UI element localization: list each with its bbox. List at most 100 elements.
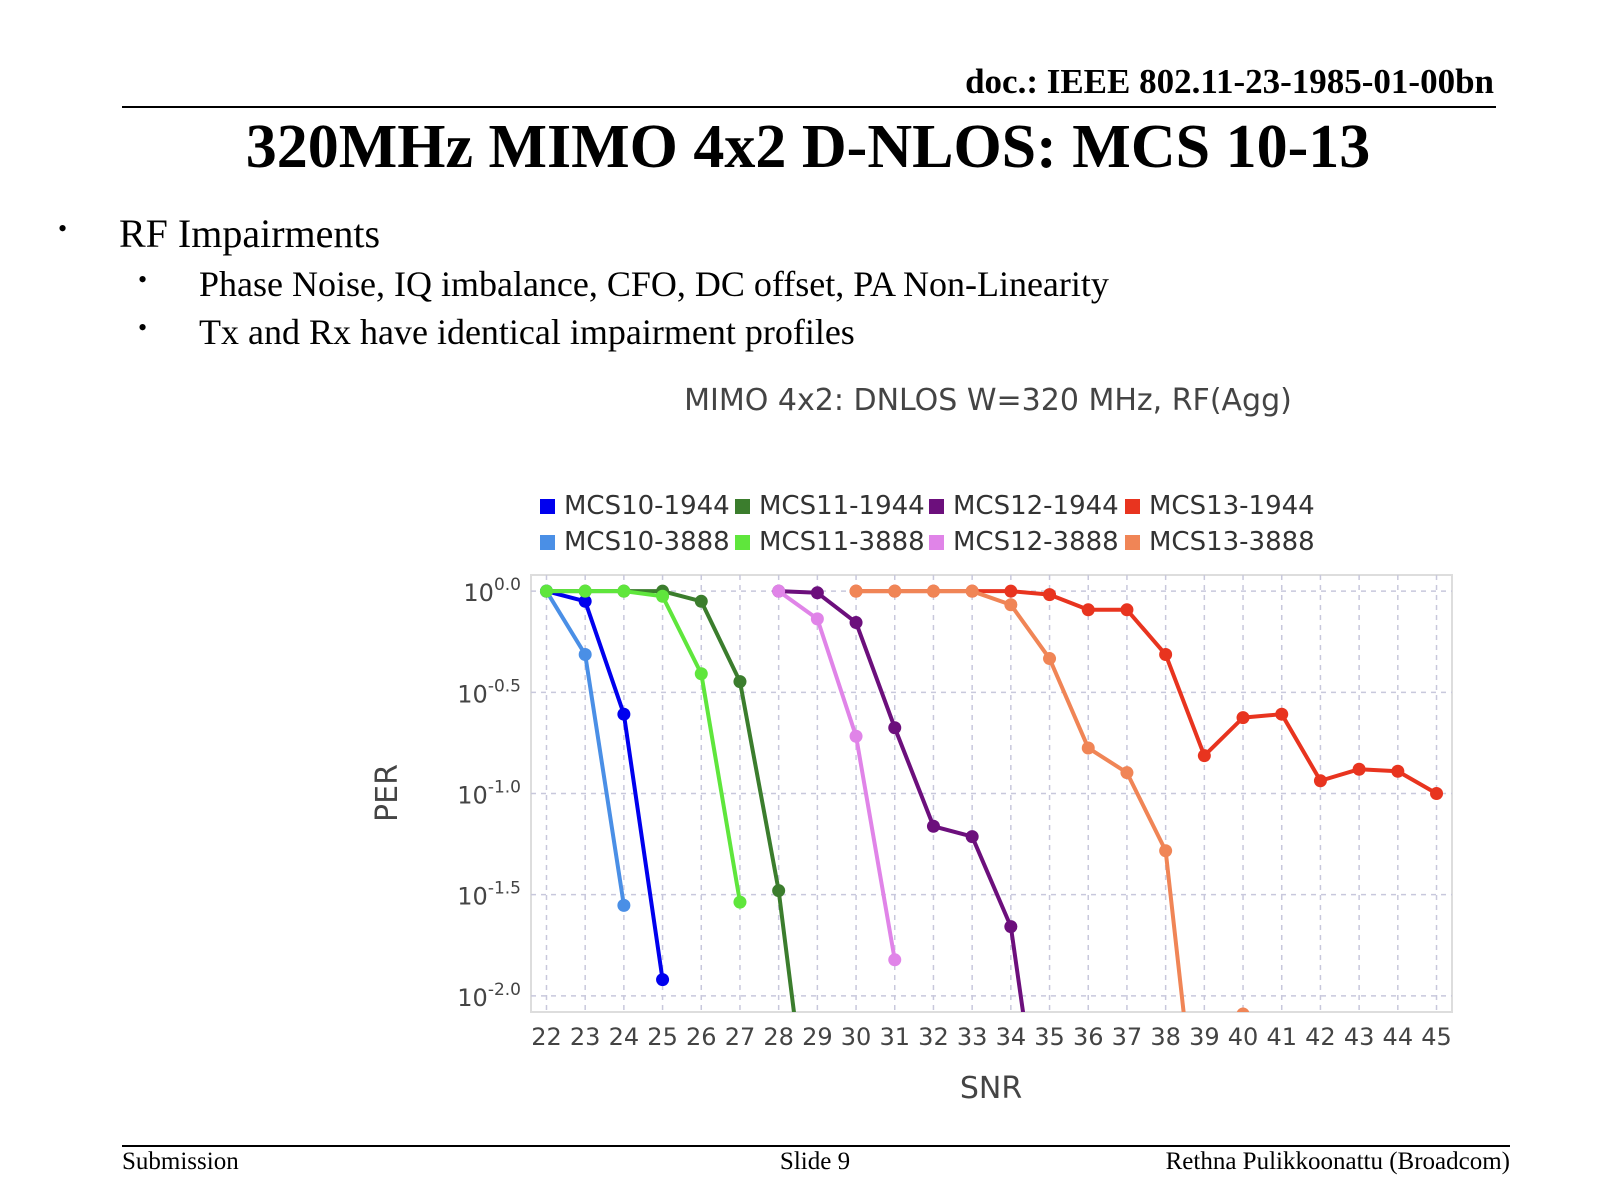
x-tick-label: 31 bbox=[879, 1023, 910, 1051]
y-tick-label: 10-1.5 bbox=[457, 879, 521, 911]
bullet-icon: • bbox=[138, 265, 148, 294]
x-tick-label: 35 bbox=[1034, 1023, 1065, 1051]
document-id: doc.: IEEE 802.11-23-1985-01-00bn bbox=[965, 62, 1494, 101]
data-point bbox=[1197, 749, 1211, 763]
data-point bbox=[578, 584, 592, 598]
data-point bbox=[733, 895, 747, 909]
data-point bbox=[578, 594, 592, 608]
legend-label: MCS11-1944 bbox=[759, 491, 925, 521]
y-tick-label: 10-2.0 bbox=[457, 980, 521, 1012]
footer-submission: Submission bbox=[122, 1148, 239, 1175]
legend-item-mcs10-3888[interactable]: MCS10-3888 bbox=[540, 527, 730, 557]
data-point bbox=[1159, 648, 1173, 662]
data-point bbox=[1004, 598, 1018, 612]
legend-swatch-icon bbox=[1125, 534, 1140, 550]
data-point bbox=[888, 584, 902, 598]
legend-label: MCS13-3888 bbox=[1149, 527, 1315, 557]
data-point bbox=[810, 612, 824, 626]
data-point bbox=[849, 616, 863, 630]
x-tick-label: 24 bbox=[609, 1023, 640, 1051]
x-axis-label: SNR bbox=[960, 1071, 1022, 1106]
x-tick-label: 36 bbox=[1073, 1023, 1104, 1051]
series-mcs13-3888 bbox=[849, 584, 1250, 1200]
x-tick-label: 22 bbox=[531, 1023, 562, 1051]
x-tick-label: 26 bbox=[686, 1023, 717, 1051]
data-point bbox=[888, 721, 902, 735]
data-point bbox=[578, 648, 592, 662]
x-tick-label: 43 bbox=[1344, 1023, 1375, 1051]
bullet-icon: • bbox=[58, 214, 68, 243]
legend-swatch-icon bbox=[540, 498, 555, 514]
legend-item-mcs12-3888[interactable]: MCS12-3888 bbox=[929, 527, 1119, 557]
data-point bbox=[1120, 766, 1134, 780]
data-point bbox=[1043, 652, 1057, 666]
legend-item-mcs13-3888[interactable]: MCS13-3888 bbox=[1125, 527, 1315, 557]
x-tick-label: 32 bbox=[918, 1023, 949, 1051]
legend-label: MCS10-1944 bbox=[564, 491, 730, 521]
data-point bbox=[926, 819, 940, 833]
data-point bbox=[1198, 1192, 1211, 1200]
legend-label: MCS12-1944 bbox=[953, 491, 1119, 521]
legend-item-mcs11-1944[interactable]: MCS11-1944 bbox=[735, 491, 925, 521]
x-tick-label: 45 bbox=[1421, 1023, 1452, 1051]
data-point bbox=[617, 584, 631, 598]
y-tick-label: 100.0 bbox=[463, 575, 521, 607]
legend-item-mcs13-1944[interactable]: MCS13-1944 bbox=[1125, 491, 1315, 521]
legend-swatch-icon bbox=[735, 534, 750, 550]
x-tick-label: 42 bbox=[1305, 1023, 1336, 1051]
data-point bbox=[656, 589, 670, 603]
data-point bbox=[1352, 762, 1366, 776]
x-tick-label: 33 bbox=[957, 1023, 988, 1051]
data-point bbox=[1430, 787, 1444, 800]
data-point bbox=[1391, 764, 1405, 778]
bullet-icon: • bbox=[138, 313, 148, 342]
data-point bbox=[965, 830, 979, 844]
y-tick-label: 10-1.0 bbox=[457, 778, 521, 810]
data-point bbox=[849, 584, 863, 598]
legend-item-mcs11-3888[interactable]: MCS11-3888 bbox=[735, 527, 925, 557]
legend-label: MCS10-3888 bbox=[564, 527, 730, 557]
x-tick-label: 37 bbox=[1112, 1023, 1143, 1051]
data-point bbox=[965, 584, 979, 598]
slide-title: 320MHz MIMO 4x2 D-NLOS: MCS 10-13 bbox=[245, 113, 1371, 181]
footer-author: Rethna Pulikkoonattu (Broadcom) bbox=[1165, 1148, 1510, 1175]
footer-slide-number: Slide 9 bbox=[779, 1148, 851, 1175]
legend-label: MCS12-3888 bbox=[953, 527, 1119, 557]
data-point bbox=[811, 1192, 824, 1200]
legend-swatch-icon bbox=[929, 498, 944, 514]
data-point bbox=[539, 584, 553, 598]
legend-item-mcs12-1944[interactable]: MCS12-1944 bbox=[929, 491, 1119, 521]
data-point bbox=[1043, 588, 1057, 602]
data-point bbox=[656, 973, 670, 987]
data-point bbox=[1313, 774, 1327, 788]
x-tick-label: 27 bbox=[725, 1023, 756, 1051]
y-axis-label: PER bbox=[370, 764, 405, 822]
data-point bbox=[1120, 603, 1134, 617]
x-tick-label: 38 bbox=[1150, 1023, 1181, 1051]
data-point bbox=[1236, 1007, 1250, 1012]
x-tick-label: 41 bbox=[1266, 1023, 1297, 1051]
data-point bbox=[849, 729, 863, 743]
series-line bbox=[545, 589, 665, 980]
data-point bbox=[1236, 711, 1250, 725]
data-point bbox=[1081, 741, 1095, 755]
x-tick-label: 30 bbox=[841, 1023, 872, 1051]
data-point bbox=[1004, 920, 1018, 934]
legend-item-mcs10-1944[interactable]: MCS10-1944 bbox=[540, 491, 730, 521]
x-tick-label: 25 bbox=[647, 1023, 678, 1051]
series-mcs12-3888 bbox=[772, 584, 902, 967]
bullet-rf-impairments: RF Impairments bbox=[119, 211, 381, 256]
x-tick-label: 44 bbox=[1383, 1023, 1414, 1051]
legend-swatch-icon bbox=[1125, 498, 1140, 514]
footer-divider bbox=[122, 1145, 1510, 1147]
x-tick-label: 40 bbox=[1228, 1023, 1259, 1051]
legend-swatch-icon bbox=[540, 534, 555, 550]
data-point bbox=[1275, 707, 1289, 721]
data-point bbox=[694, 667, 708, 681]
data-point bbox=[617, 898, 631, 912]
data-point bbox=[926, 584, 940, 598]
series-line bbox=[778, 589, 1026, 1012]
legend-swatch-icon bbox=[929, 534, 944, 550]
x-tick-label: 39 bbox=[1189, 1023, 1220, 1051]
